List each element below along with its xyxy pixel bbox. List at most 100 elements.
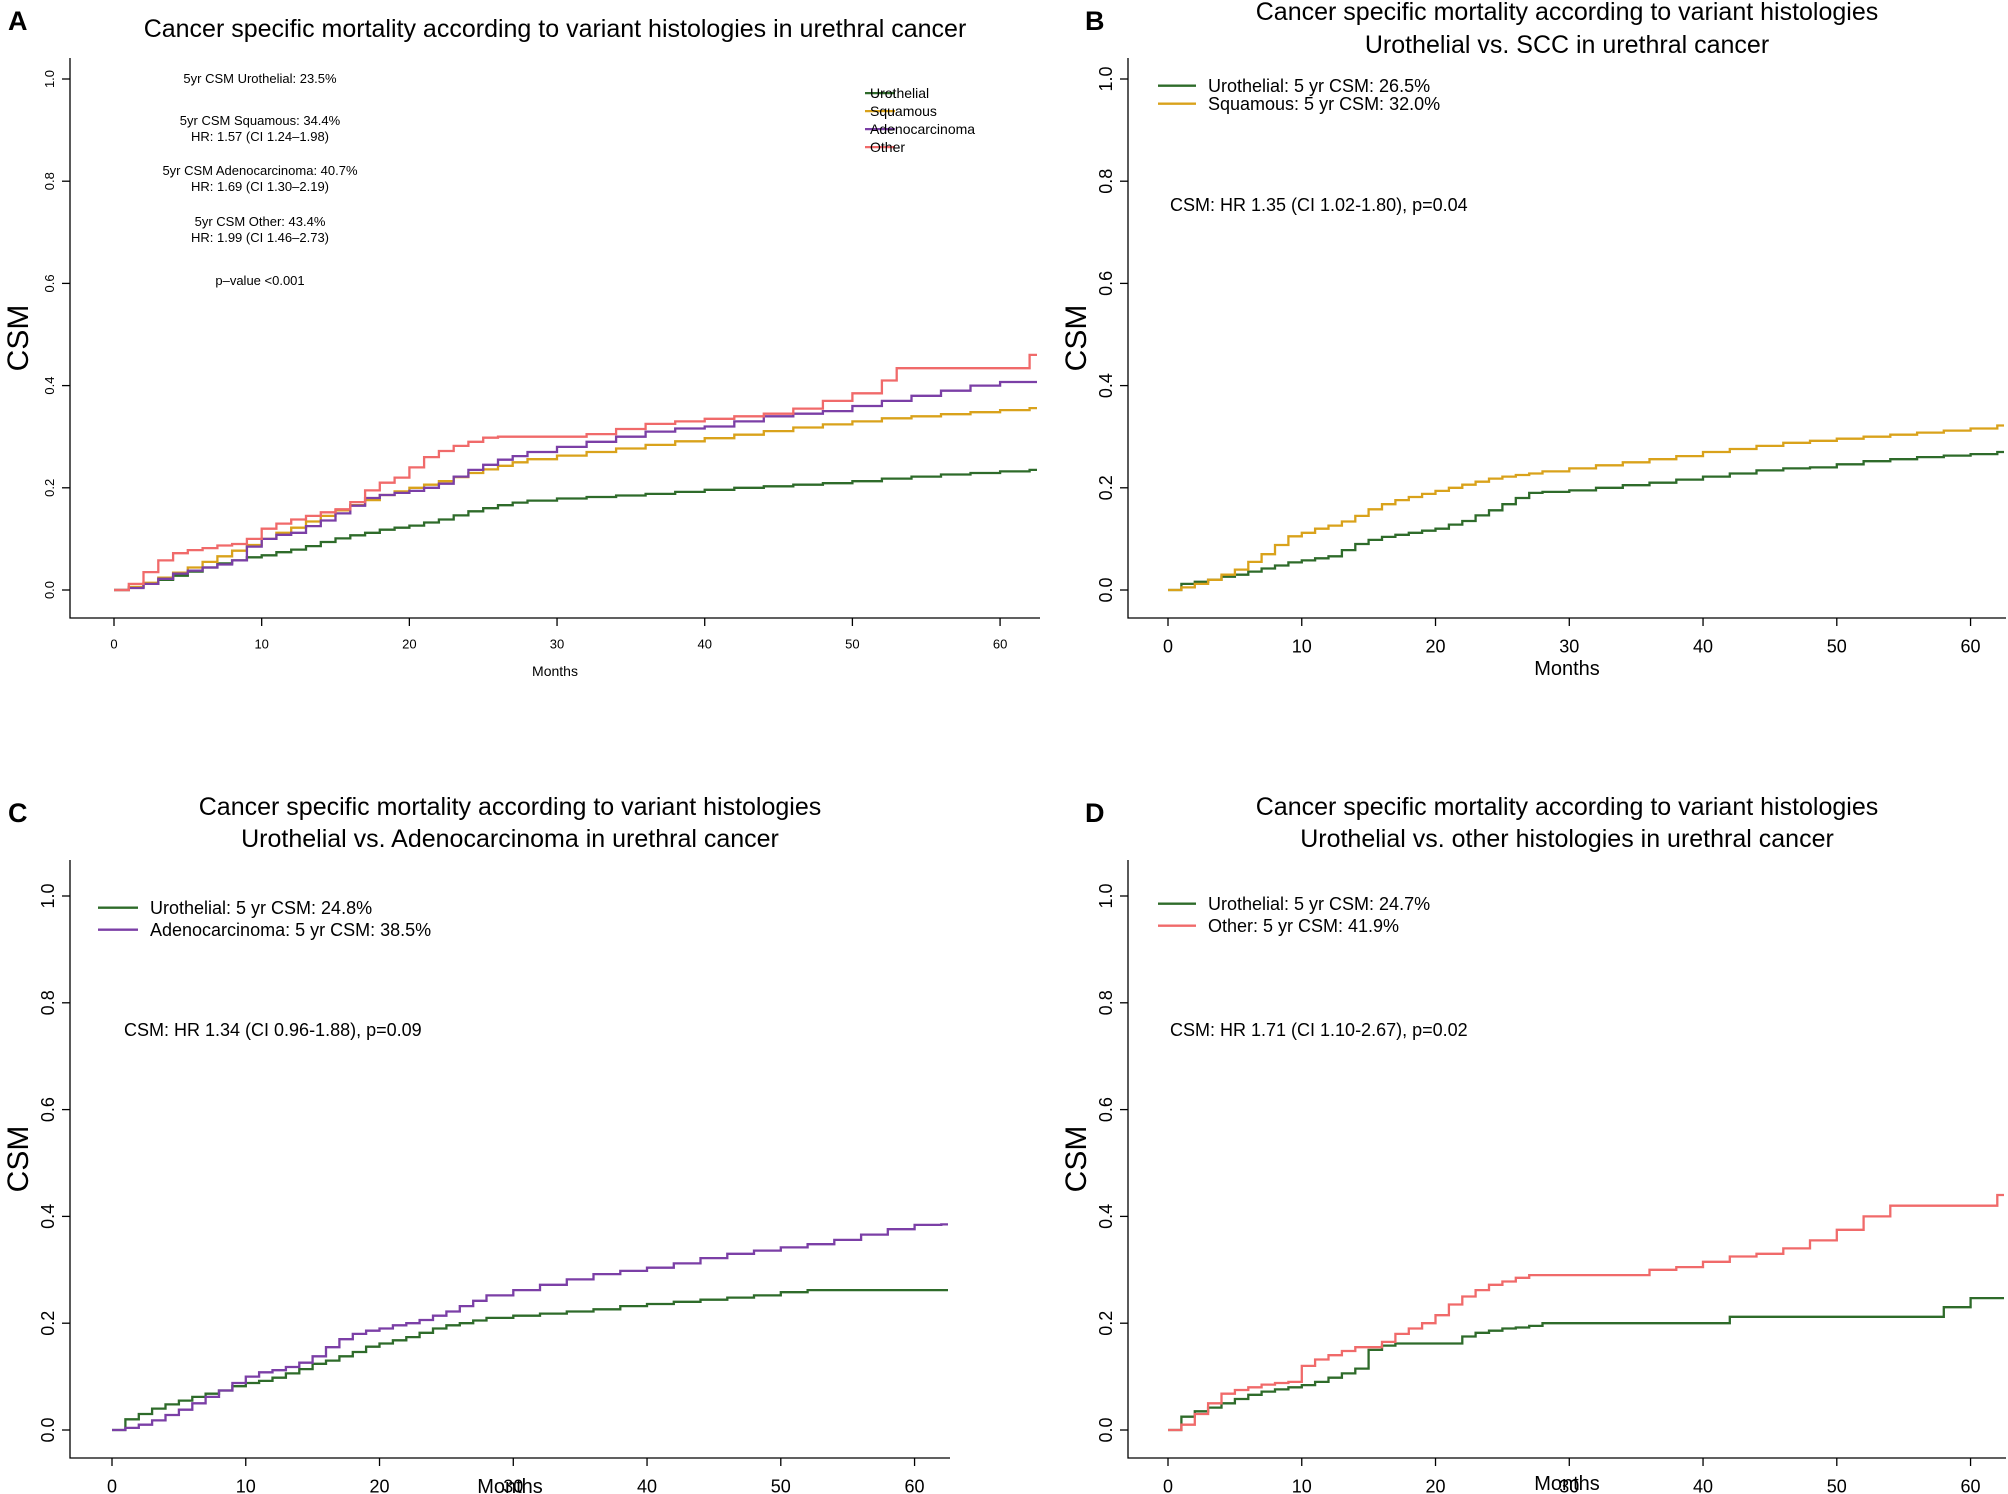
series-line-adenocarcinoma xyxy=(112,1223,948,1432)
x-tick-label: 20 xyxy=(1426,636,1446,656)
x-tick-label: 40 xyxy=(637,1476,657,1494)
y-tick-label: 0.4 xyxy=(38,1204,58,1229)
series-line-squamous xyxy=(1168,424,2004,592)
y-tick-label: 0.6 xyxy=(38,1097,58,1122)
chart-title-line: Cancer specific mortality according to v… xyxy=(1256,793,1879,821)
plot-frame xyxy=(1127,860,2006,1459)
panel-a: A Cancer specific mortality according to … xyxy=(2,6,1040,679)
x-tick-label: 20 xyxy=(402,636,416,651)
annotation: 5yr CSM Adenocarcinoma: 40.7% xyxy=(162,163,358,178)
y-tick-label: 0.8 xyxy=(1096,169,1116,194)
plot-frame xyxy=(69,58,1040,619)
legend-label: Other xyxy=(870,139,905,155)
x-tick-label: 0 xyxy=(1163,636,1173,656)
annotation: HR: 1.69 (CI 1.30–2.19) xyxy=(191,179,329,194)
y-tick-label: 0.2 xyxy=(1096,1311,1116,1336)
x-tick-label: 30 xyxy=(503,1476,523,1494)
x-tick-label: 0 xyxy=(110,636,117,651)
x-tick-label: 30 xyxy=(550,636,564,651)
x-tick-label: 10 xyxy=(254,636,268,651)
x-tick-label: 10 xyxy=(236,1476,256,1494)
chart-title-line: Urothelial vs. other histologies in uret… xyxy=(1300,825,1834,853)
y-tick-label: 0.8 xyxy=(1096,990,1116,1015)
y-tick-label: 0.6 xyxy=(1096,1097,1116,1122)
chart-title-line: Cancer specific mortality according to v… xyxy=(144,15,967,43)
chart-title-line: Cancer specific mortality according to v… xyxy=(199,793,822,821)
chart-title-line: Cancer specific mortality according to v… xyxy=(1256,0,1879,26)
chart-title-line: Urothelial vs. Adenocarcinoma in urethra… xyxy=(241,825,779,853)
y-tick-label: 0.6 xyxy=(42,274,57,292)
legend-label: Adenocarcinoma xyxy=(870,121,975,137)
annotation: HR: 1.57 (CI 1.24–1.98) xyxy=(191,129,329,144)
panel-b: B Cancer specific mortality according to … xyxy=(1060,0,2006,680)
series-line-urothelial xyxy=(1168,450,2004,592)
annotation: p–value <0.001 xyxy=(215,273,304,288)
x-tick-label: 40 xyxy=(1693,1476,1713,1494)
y-tick-label: 0.8 xyxy=(38,990,58,1015)
legend-label: Adenocarcinoma: 5 yr CSM: 38.5% xyxy=(150,920,431,940)
legend-label: Urothelial: 5 yr CSM: 24.8% xyxy=(150,898,372,918)
x-tick-label: 50 xyxy=(1827,636,1847,656)
y-axis-label: CSM xyxy=(1060,1126,1093,1193)
annotation: CSM: HR 1.35 (CI 1.02-1.80), p=0.04 xyxy=(1170,195,1468,215)
legend-label: Urothelial: 5 yr CSM: 26.5% xyxy=(1208,76,1430,96)
y-tick-label: 0.2 xyxy=(38,1311,58,1336)
annotation: 5yr CSM Urothelial: 23.5% xyxy=(183,71,337,86)
x-tick-label: 30 xyxy=(1559,636,1579,656)
annotation: CSM: HR 1.71 (CI 1.10-2.67), p=0.02 xyxy=(1170,1020,1468,1040)
x-tick-label: 20 xyxy=(1426,1476,1446,1494)
x-axis-label: Months xyxy=(1534,1473,1600,1494)
x-axis-label: Months xyxy=(477,1476,543,1494)
y-axis-label: CSM xyxy=(1060,305,1093,372)
panel-letter: D xyxy=(1085,798,1105,828)
y-axis-label: CSM xyxy=(2,1126,35,1193)
x-tick-label: 10 xyxy=(1292,1476,1312,1494)
legend-label: Urothelial: 5 yr CSM: 24.7% xyxy=(1208,894,1430,914)
legend-label: Other: 5 yr CSM: 41.9% xyxy=(1208,916,1399,936)
series-line-urothelial xyxy=(114,468,1037,592)
plot-frame xyxy=(69,860,950,1459)
y-tick-label: 0.2 xyxy=(1096,475,1116,500)
y-tick-label: 0.8 xyxy=(42,172,57,190)
panel-letter: B xyxy=(1085,6,1105,36)
y-tick-label: 0.4 xyxy=(1096,1204,1116,1229)
x-axis-label: Months xyxy=(532,663,578,679)
x-tick-label: 20 xyxy=(370,1476,390,1494)
x-tick-label: 60 xyxy=(993,636,1007,651)
y-tick-label: 1.0 xyxy=(38,883,58,908)
x-tick-label: 60 xyxy=(1961,1476,1981,1494)
annotation: 5yr CSM Other: 43.4% xyxy=(195,214,326,229)
x-tick-label: 0 xyxy=(1163,1476,1173,1494)
annotation: CSM: HR 1.34 (CI 0.96-1.88), p=0.09 xyxy=(124,1020,422,1040)
annotation: 5yr CSM Squamous: 34.4% xyxy=(180,113,341,128)
y-tick-label: 0.6 xyxy=(1096,271,1116,296)
x-tick-label: 60 xyxy=(1961,636,1981,656)
y-axis-label: CSM xyxy=(2,305,35,372)
legend-label: Squamous: 5 yr CSM: 32.0% xyxy=(1208,94,1440,114)
x-tick-label: 0 xyxy=(107,1476,117,1494)
x-tick-label: 10 xyxy=(1292,636,1312,656)
y-tick-label: 1.0 xyxy=(1096,66,1116,91)
y-tick-label: 0.4 xyxy=(1096,373,1116,398)
series-line-urothelial xyxy=(112,1288,948,1432)
series-line-adenocarcinoma xyxy=(114,380,1037,592)
chart-title-line: Urothelial vs. SCC in urethral cancer xyxy=(1365,31,1769,59)
x-tick-label: 40 xyxy=(1693,636,1713,656)
panel-letter: A xyxy=(8,6,28,36)
x-tick-label: 30 xyxy=(1559,1476,1579,1494)
x-axis-label: Months xyxy=(1534,658,1600,680)
panel-letter: C xyxy=(8,798,28,828)
y-tick-label: 1.0 xyxy=(1096,883,1116,908)
y-tick-label: 0.0 xyxy=(38,1417,58,1442)
panel-d: D Cancer specific mortality according to … xyxy=(1060,793,2006,1494)
legend-label: Squamous xyxy=(870,103,937,119)
y-tick-label: 0.2 xyxy=(42,479,57,497)
y-tick-label: 0.0 xyxy=(42,581,57,599)
x-tick-label: 40 xyxy=(697,636,711,651)
annotation: HR: 1.99 (CI 1.46–2.73) xyxy=(191,230,329,245)
y-tick-label: 1.0 xyxy=(42,70,57,88)
plot-frame xyxy=(1127,58,2006,619)
y-tick-label: 0.4 xyxy=(42,377,57,395)
x-tick-label: 50 xyxy=(845,636,859,651)
